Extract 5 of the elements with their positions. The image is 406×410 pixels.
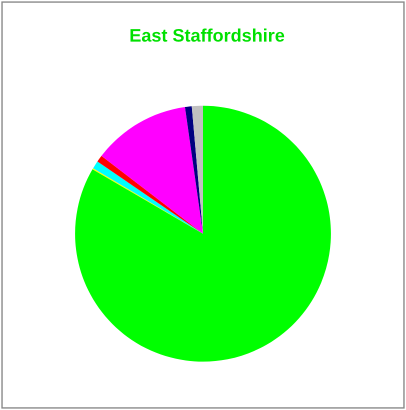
pie-slice (75, 106, 331, 362)
pie-slice (101, 107, 203, 234)
chart-title: East Staffordshire (130, 28, 284, 42)
pie-slice (192, 106, 203, 234)
pie-slice (184, 106, 203, 234)
